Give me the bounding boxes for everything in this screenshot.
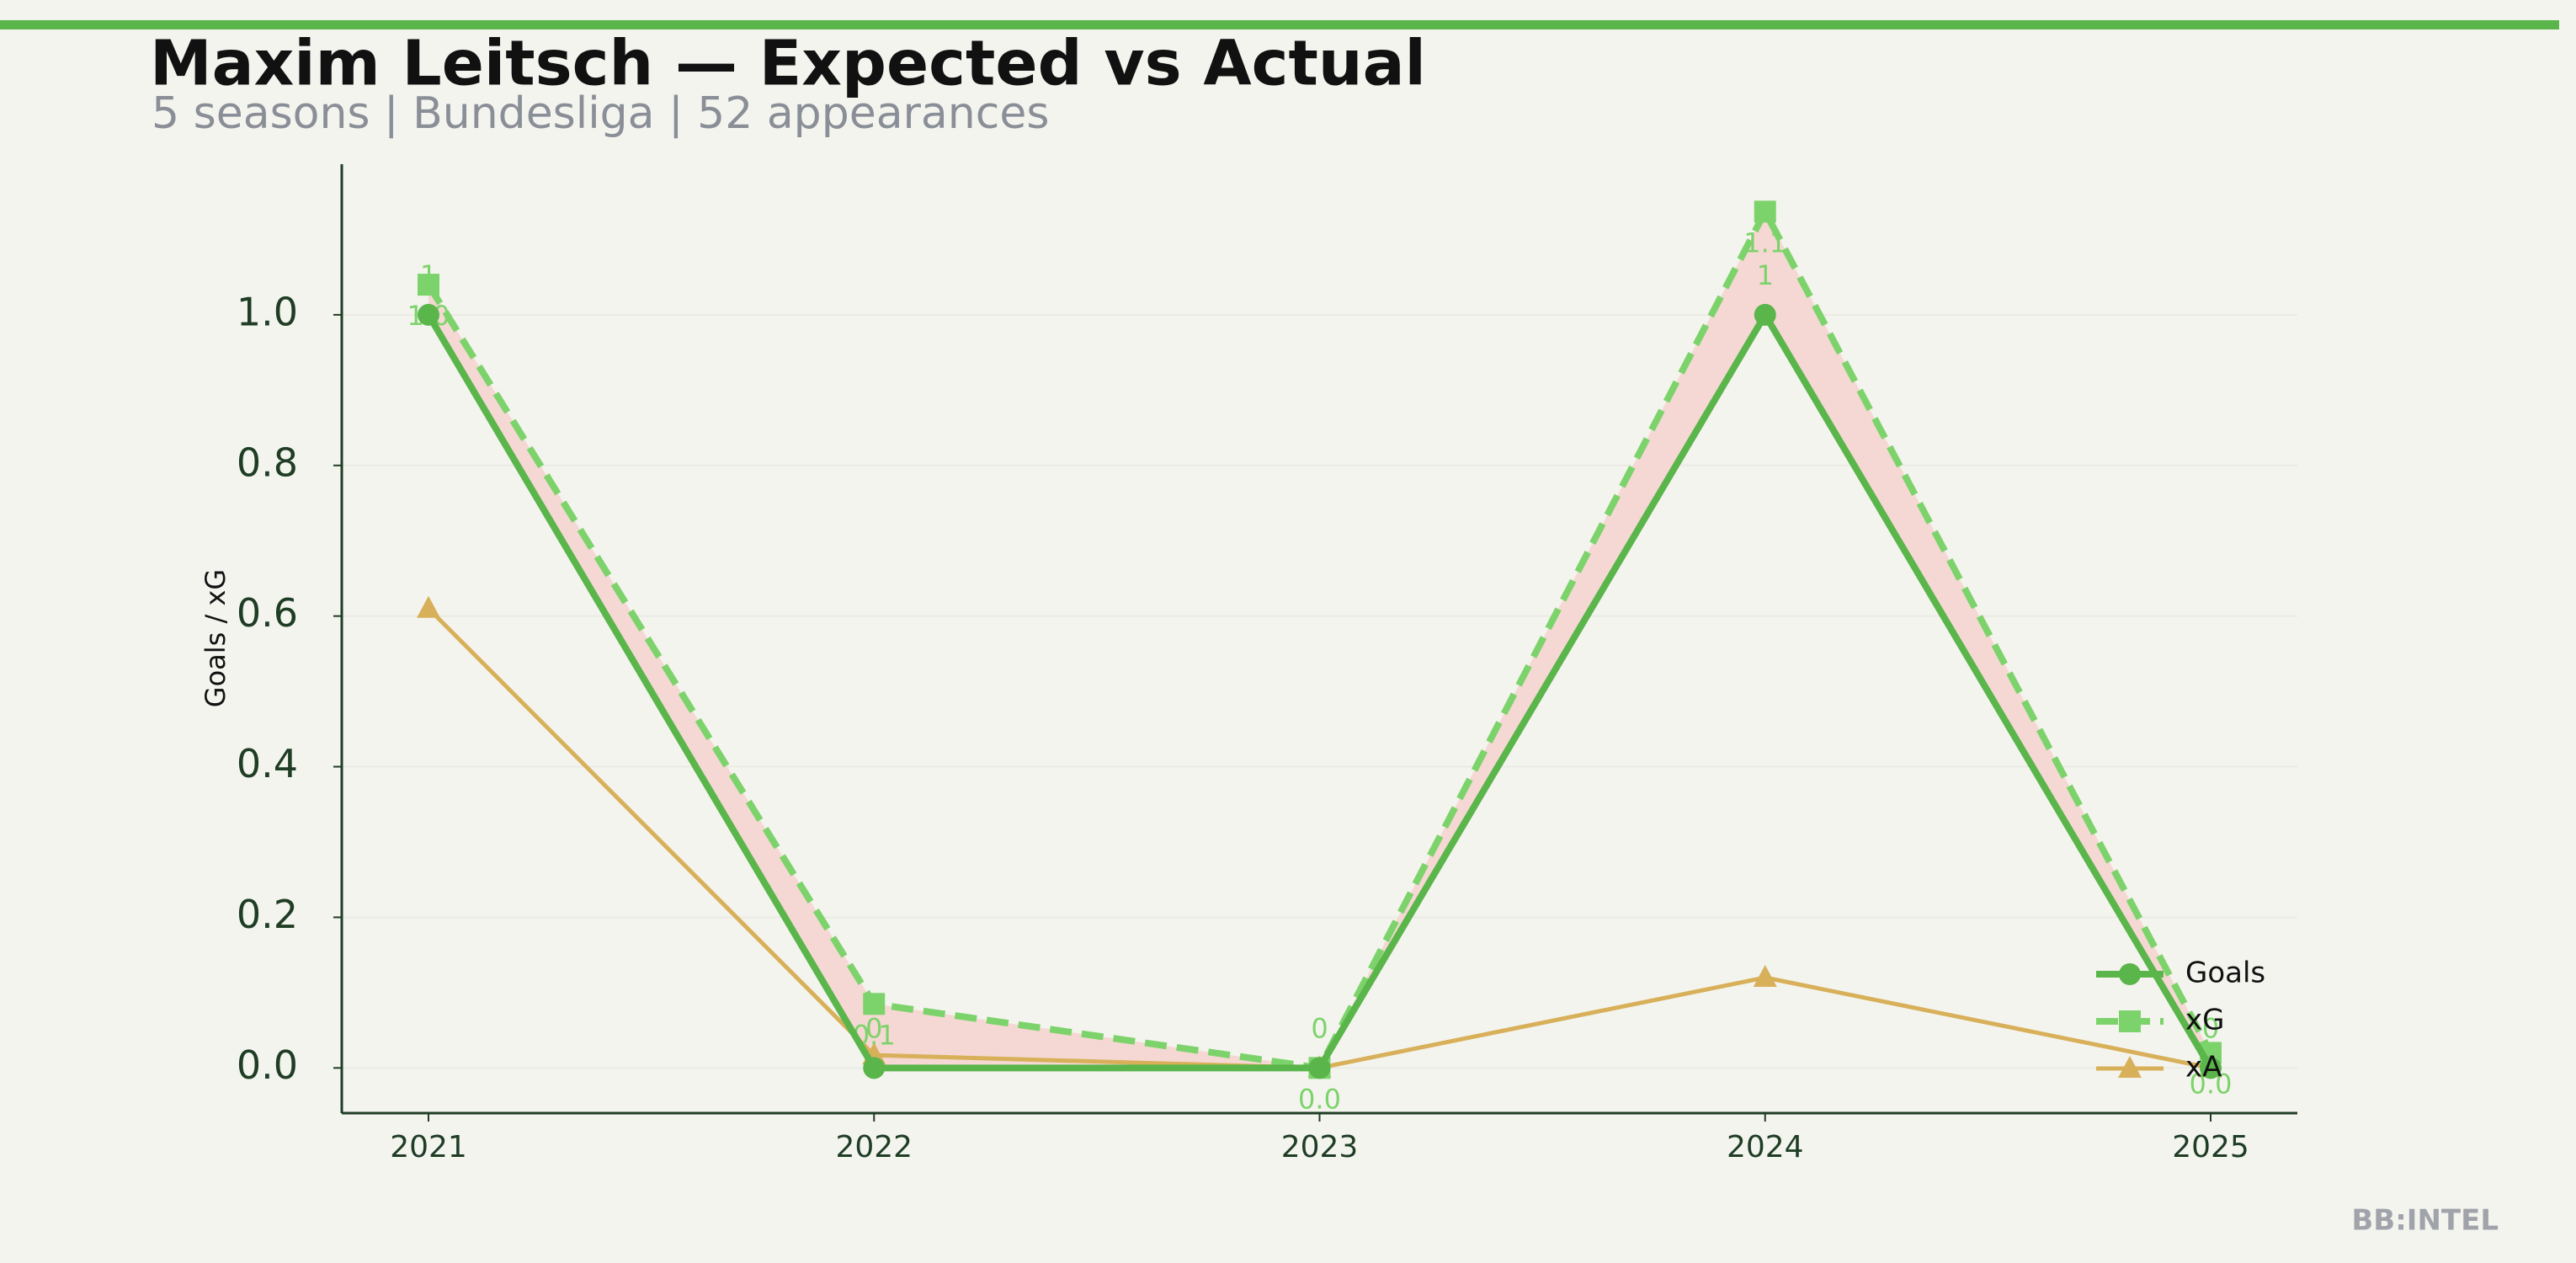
point-marker (418, 303, 439, 326)
legend-marker (2118, 1056, 2142, 1078)
data-label: 0.0 (1298, 1083, 1341, 1115)
y-tick-label: 0.4 (237, 741, 298, 786)
data-label: 0 (865, 1012, 882, 1044)
point-marker (863, 993, 886, 1015)
point-marker (417, 595, 440, 618)
watermark: BB:INTEL (2351, 1204, 2499, 1238)
legend-marker (2119, 963, 2141, 985)
data-label: 0 (2202, 1012, 2219, 1044)
legend-item: xG (2096, 1004, 2224, 1037)
data-label: 1.1 (1743, 226, 1786, 258)
data-label: 1 (1757, 259, 1774, 291)
chart-title: Maxim Leitsch — Expected vs Actual (150, 28, 1426, 100)
legend-label: Goals (2185, 957, 2265, 990)
x-tick-label: 2022 (835, 1130, 913, 1164)
y-tick-label: 0.0 (237, 1042, 298, 1088)
point-marker (863, 1057, 886, 1079)
data-label: 0 (1311, 1012, 1328, 1044)
legend-label: xA (2185, 1051, 2222, 1084)
x-tick-label: 2023 (1281, 1130, 1359, 1164)
legend: Goals xG xA (2096, 957, 2265, 1084)
legend-item: Goals (2096, 957, 2265, 990)
point-marker (1753, 965, 1777, 987)
y-axis-label: Goals / xG (200, 569, 232, 707)
legend-label: xG (2185, 1004, 2224, 1037)
point-marker (1308, 1057, 1331, 1079)
x-tick-label: 2021 (390, 1130, 467, 1164)
legend-item: xA (2096, 1051, 2222, 1084)
y-tick-label: 0.2 (237, 892, 298, 937)
point-marker (1754, 303, 1776, 326)
chart-subtitle: 5 seasons | Bundesliga | 52 appearances (152, 88, 1049, 139)
x-tick-label: 2025 (2172, 1130, 2249, 1164)
data-label: 1 (420, 259, 437, 291)
point-marker (418, 274, 439, 296)
y-tick-label: 0.6 (237, 590, 298, 636)
point-marker (2200, 1057, 2222, 1079)
y-tick-label: 1.0 (237, 289, 298, 334)
top-bar (0, 20, 2559, 29)
legend-marker (2119, 1010, 2141, 1032)
x-tick-label: 2024 (1727, 1130, 1804, 1164)
point-marker (1754, 200, 1776, 223)
y-tick-label: 0.8 (237, 440, 298, 485)
